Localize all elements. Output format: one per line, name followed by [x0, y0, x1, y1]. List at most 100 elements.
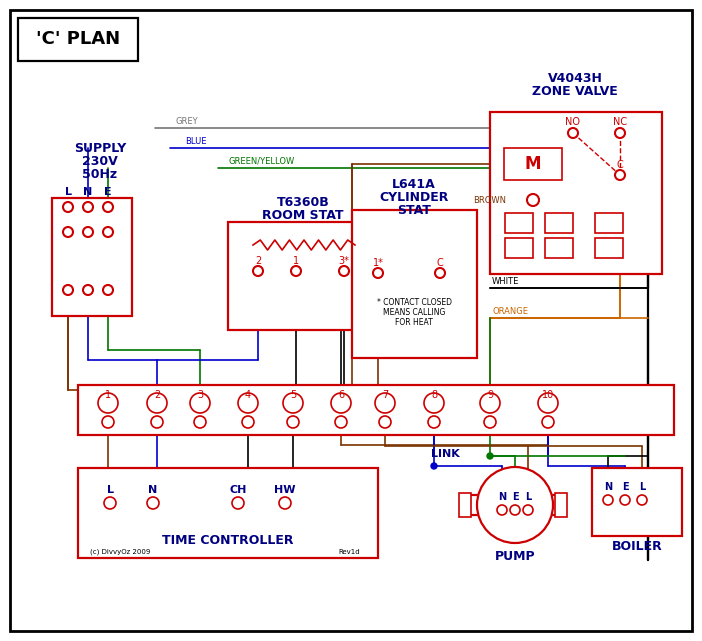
- Text: T6360B: T6360B: [277, 196, 329, 208]
- Text: Rev1d: Rev1d: [338, 549, 360, 555]
- Circle shape: [103, 227, 113, 237]
- Circle shape: [615, 128, 625, 138]
- Circle shape: [238, 393, 258, 413]
- Text: V4043H: V4043H: [548, 72, 602, 85]
- Circle shape: [339, 266, 349, 276]
- Circle shape: [375, 393, 395, 413]
- Text: N: N: [84, 187, 93, 197]
- Circle shape: [103, 285, 113, 295]
- Text: 4: 4: [245, 390, 251, 400]
- Circle shape: [510, 505, 520, 515]
- Text: STAT: STAT: [397, 203, 431, 217]
- Text: 50Hz: 50Hz: [82, 167, 117, 181]
- Circle shape: [102, 416, 114, 428]
- Circle shape: [147, 393, 167, 413]
- Text: 8: 8: [431, 390, 437, 400]
- Text: L: L: [639, 482, 645, 492]
- Text: CH: CH: [230, 485, 246, 495]
- Bar: [505, 238, 533, 258]
- Circle shape: [480, 393, 500, 413]
- Bar: [18, 18, 138, 61]
- Text: PUMP: PUMP: [495, 551, 536, 563]
- Circle shape: [373, 268, 383, 278]
- Text: GREEN/YELLOW: GREEN/YELLOW: [228, 156, 294, 165]
- Circle shape: [83, 285, 93, 295]
- Text: 1: 1: [293, 256, 299, 266]
- Circle shape: [523, 505, 533, 515]
- Bar: [352, 210, 477, 358]
- Circle shape: [287, 416, 299, 428]
- Circle shape: [63, 227, 73, 237]
- Circle shape: [291, 266, 301, 276]
- Circle shape: [104, 497, 116, 509]
- Text: E: E: [622, 482, 628, 492]
- Circle shape: [335, 416, 347, 428]
- Text: 9: 9: [487, 390, 493, 400]
- Circle shape: [194, 416, 206, 428]
- Text: 230V: 230V: [82, 154, 118, 167]
- Circle shape: [63, 285, 73, 295]
- Circle shape: [190, 393, 210, 413]
- Text: 6: 6: [338, 390, 344, 400]
- Text: FOR HEAT: FOR HEAT: [395, 317, 433, 326]
- Bar: [595, 238, 623, 258]
- Circle shape: [331, 393, 351, 413]
- Text: NC: NC: [613, 117, 627, 127]
- Circle shape: [615, 170, 625, 180]
- Circle shape: [379, 416, 391, 428]
- Text: C: C: [616, 160, 623, 170]
- Text: HW: HW: [274, 485, 296, 495]
- Bar: [592, 468, 682, 536]
- Text: MEANS CALLING: MEANS CALLING: [383, 308, 445, 317]
- Circle shape: [103, 202, 113, 212]
- Circle shape: [424, 393, 444, 413]
- Circle shape: [98, 393, 118, 413]
- Bar: [595, 213, 623, 233]
- Text: CYLINDER: CYLINDER: [379, 190, 449, 203]
- Text: BLUE: BLUE: [185, 137, 206, 146]
- Text: WHITE: WHITE: [492, 276, 519, 285]
- Circle shape: [435, 268, 445, 278]
- Text: ORANGE: ORANGE: [492, 306, 528, 315]
- Circle shape: [527, 194, 539, 206]
- Circle shape: [232, 497, 244, 509]
- Circle shape: [151, 416, 163, 428]
- Text: N: N: [148, 485, 158, 495]
- Circle shape: [253, 266, 263, 276]
- Text: 1: 1: [105, 390, 111, 400]
- Text: (c) DivvyOz 2009: (c) DivvyOz 2009: [90, 549, 150, 555]
- Text: L: L: [65, 187, 72, 197]
- Text: 2: 2: [154, 390, 160, 400]
- Circle shape: [477, 467, 553, 543]
- Text: * CONTACT CLOSED: * CONTACT CLOSED: [376, 297, 451, 306]
- Circle shape: [487, 453, 493, 459]
- Text: C: C: [437, 258, 444, 268]
- Circle shape: [428, 416, 440, 428]
- Bar: [52, 198, 132, 316]
- Circle shape: [83, 227, 93, 237]
- Circle shape: [603, 495, 613, 505]
- Circle shape: [538, 393, 558, 413]
- Text: LINK: LINK: [430, 449, 459, 459]
- Text: 1*: 1*: [373, 258, 383, 268]
- Text: L: L: [107, 485, 114, 495]
- Text: E: E: [512, 492, 518, 502]
- Circle shape: [620, 495, 630, 505]
- Bar: [545, 238, 573, 258]
- Bar: [490, 112, 662, 274]
- Bar: [228, 222, 378, 330]
- Circle shape: [83, 202, 93, 212]
- Circle shape: [242, 416, 254, 428]
- Text: 2: 2: [255, 256, 261, 266]
- Text: N: N: [498, 492, 506, 502]
- Bar: [78, 385, 674, 435]
- Text: 7: 7: [382, 390, 388, 400]
- Bar: [459, 493, 471, 517]
- Text: M: M: [525, 155, 541, 173]
- Text: 'C' PLAN: 'C' PLAN: [36, 30, 120, 48]
- Circle shape: [147, 497, 159, 509]
- Text: TIME CONTROLLER: TIME CONTROLLER: [162, 533, 293, 547]
- Text: E: E: [104, 187, 112, 197]
- Text: 3*: 3*: [338, 256, 350, 266]
- Bar: [505, 213, 533, 233]
